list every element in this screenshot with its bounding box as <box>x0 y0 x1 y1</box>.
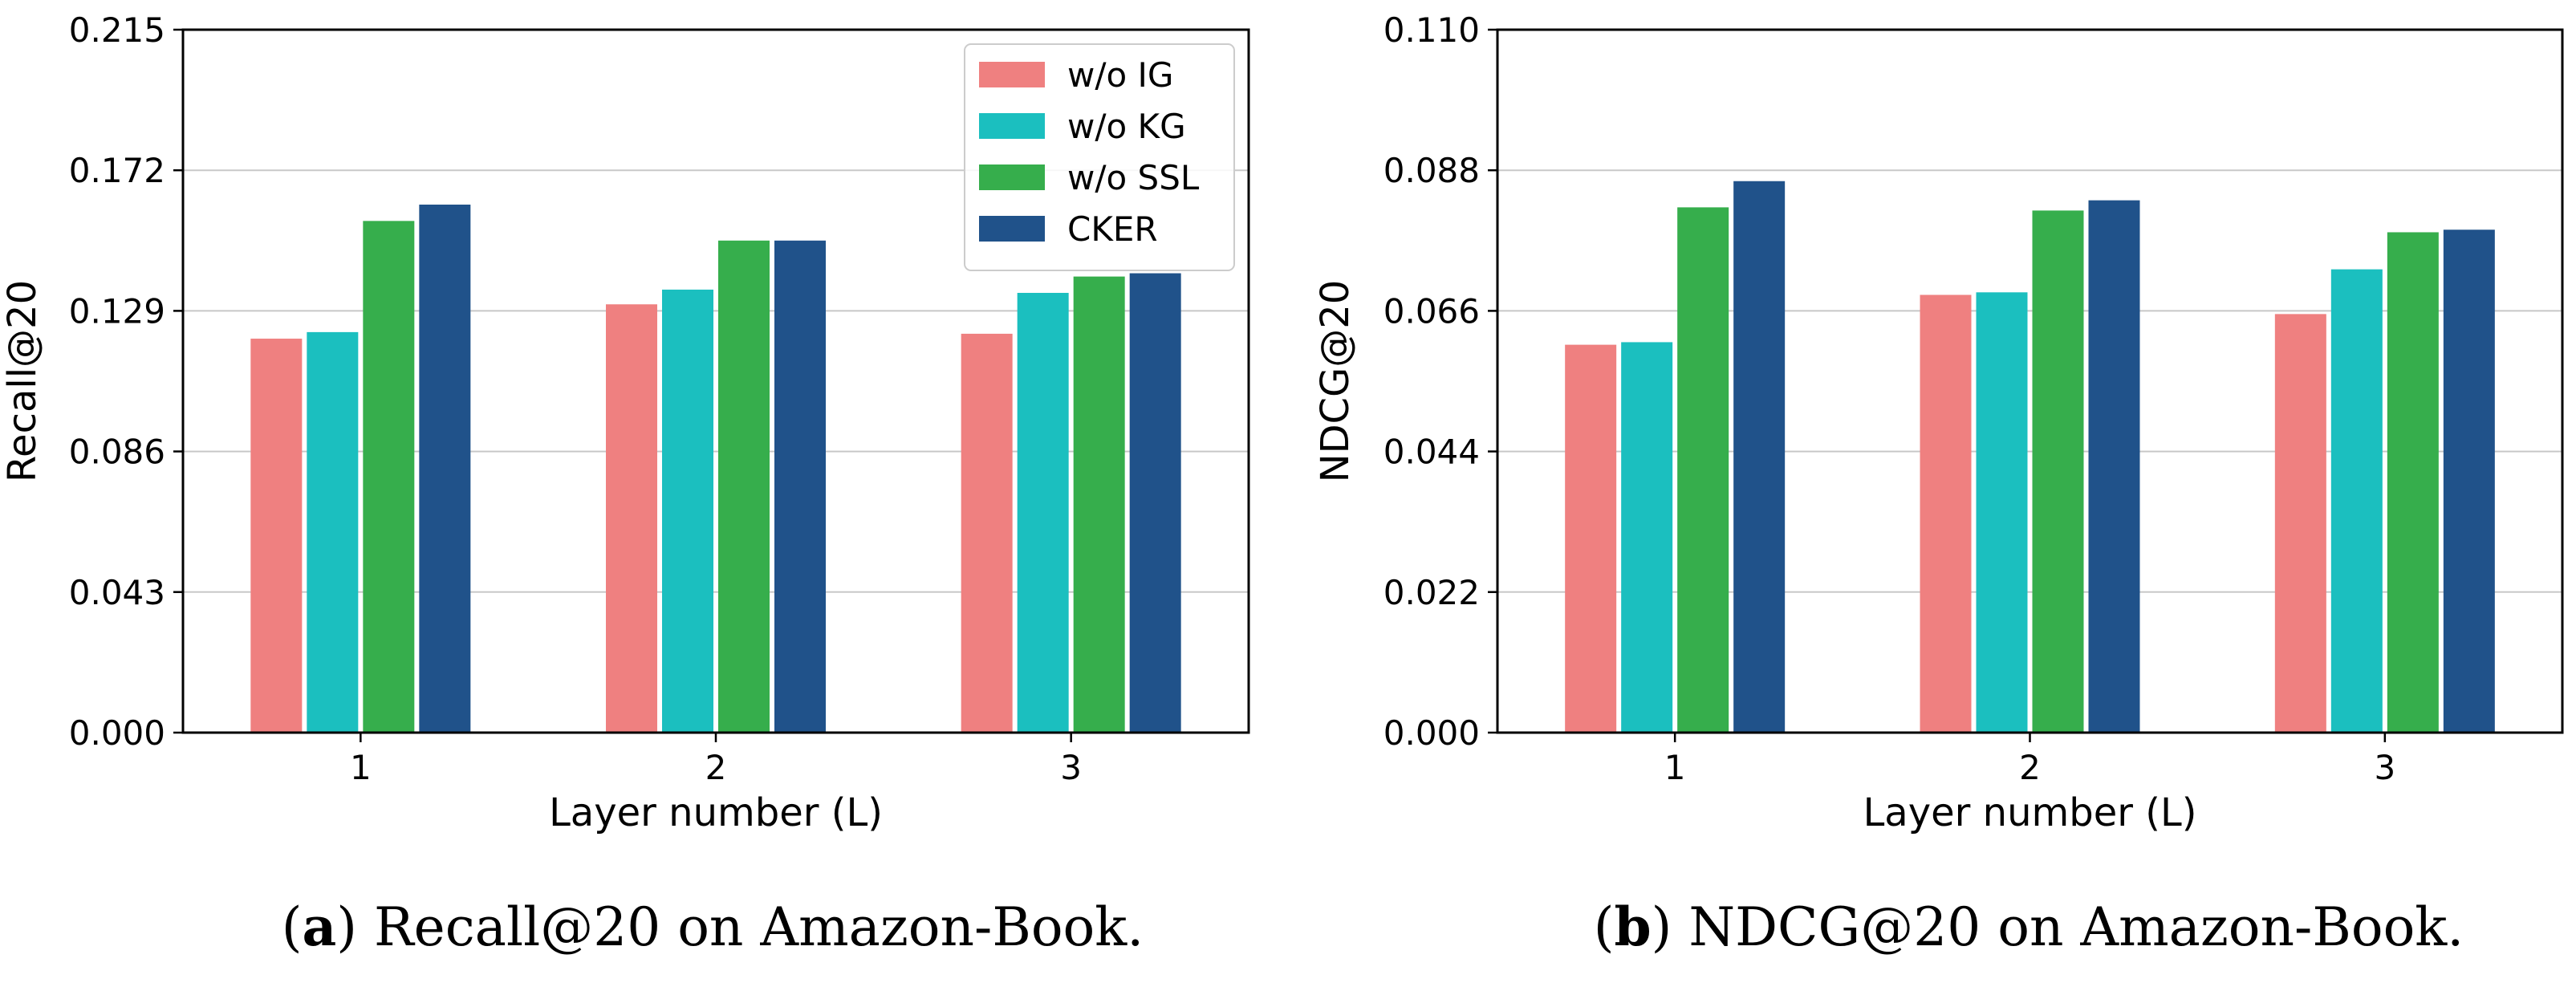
y-tick-label: 0.043 <box>69 573 165 612</box>
plot-frame <box>1496 28 2564 734</box>
y-tick-label: 0.172 <box>69 151 165 190</box>
y-axis-label: NDCG@20 <box>1313 280 1358 483</box>
caption-letter: b <box>1614 896 1651 958</box>
bar-w-o-ssl-layer-1 <box>363 221 415 733</box>
bar-cker-layer-3 <box>1129 273 1181 733</box>
legend-swatch <box>979 164 1045 190</box>
bar-w-o-kg-layer-3 <box>2330 269 2383 733</box>
chart-panel-b: 0.000 0.022 0.044 0.066 0.088 0.110 1 2 3 Layer n… <box>1313 10 2564 958</box>
y-tick-label: 0.129 <box>69 291 165 331</box>
bar-w-o-ssl-layer-3 <box>2387 232 2439 733</box>
bar-cker-layer-3 <box>2443 229 2495 733</box>
x-tick-label: 1 <box>1664 748 1686 787</box>
legend-swatch <box>979 62 1045 87</box>
bar-cker-layer-2 <box>2088 200 2140 733</box>
y-tick-label: 0.000 <box>1383 713 1480 753</box>
bar-w-o-kg-layer-2 <box>662 289 713 733</box>
bar-cker-layer-2 <box>774 240 826 733</box>
panel-caption: (a) Recall@20 on Amazon-Book. <box>282 896 1144 958</box>
legend-swatch <box>979 216 1045 242</box>
bar-w-o-kg-layer-3 <box>1017 292 1069 733</box>
caption-paren-close: ) <box>1652 896 1672 958</box>
x-axis-label: Layer number (L) <box>1863 790 2197 835</box>
y-tick-label: 0.110 <box>1383 10 1480 50</box>
legend-label: w/o IG <box>1067 55 1173 95</box>
caption-paren-open: ( <box>1594 896 1615 958</box>
caption-text: NDCG@20 on Amazon-Book. <box>1672 896 2464 958</box>
bar-w-o-ig-layer-3 <box>2274 314 2326 733</box>
legend-swatch <box>979 113 1045 139</box>
legend-label: w/o SSL <box>1067 158 1200 197</box>
legend-label: w/o KG <box>1067 107 1186 146</box>
legend-box <box>964 43 1235 271</box>
x-tick-label: 3 <box>1060 748 1082 787</box>
y-tick-label: 0.044 <box>1383 433 1480 472</box>
bar-cker-layer-1 <box>419 204 471 733</box>
bar-w-o-ig-layer-2 <box>606 304 657 733</box>
y-tick-label: 0.215 <box>69 10 165 50</box>
caption-letter: a <box>302 896 336 958</box>
bar-w-o-ssl-layer-1 <box>1677 207 1729 733</box>
panel-caption: (b) NDCG@20 on Amazon-Book. <box>1594 896 2464 958</box>
y-tick-label: 0.066 <box>1383 291 1480 331</box>
plot-frame <box>181 28 1250 734</box>
bar-w-o-kg-layer-1 <box>307 331 359 733</box>
caption-paren-close: ) <box>336 896 357 958</box>
y-tick-label: 0.022 <box>1383 573 1480 612</box>
bar-w-o-ig-layer-3 <box>961 333 1013 733</box>
y-tick-label: 0.086 <box>69 433 165 472</box>
bar-w-o-kg-layer-1 <box>1621 342 1673 733</box>
legend-label: CKER <box>1067 209 1158 249</box>
bar-w-o-ssl-layer-3 <box>1073 276 1125 733</box>
caption-paren-open: ( <box>282 896 303 958</box>
bar-w-o-ig-layer-2 <box>1920 294 1972 733</box>
caption-text: Recall@20 on Amazon-Book. <box>357 896 1144 958</box>
x-axis-label: Layer number (L) <box>549 790 883 835</box>
bar-cker-layer-1 <box>1733 181 1786 733</box>
bar-w-o-ssl-layer-2 <box>718 240 770 733</box>
legend: w/o IG w/o KG w/o SSL CKER <box>964 43 1235 271</box>
y-tick-label: 0.088 <box>1383 151 1480 190</box>
bar-w-o-ig-layer-1 <box>1565 344 1617 733</box>
bar-w-o-ig-layer-1 <box>250 339 303 733</box>
x-tick-label: 3 <box>2374 748 2395 787</box>
y-tick-label: 0.000 <box>69 713 165 753</box>
y-axis-label: Recall@20 <box>0 280 45 482</box>
x-tick-label: 2 <box>2019 748 2041 787</box>
x-tick-label: 1 <box>350 748 372 787</box>
bar-w-o-kg-layer-2 <box>1976 292 2028 733</box>
x-tick-label: 2 <box>705 748 727 787</box>
chart-panel-a: 0.000 0.043 0.086 0.129 0.172 0.215 1 2 3 Layer n… <box>0 10 1250 958</box>
bar-w-o-ssl-layer-2 <box>2032 210 2084 733</box>
